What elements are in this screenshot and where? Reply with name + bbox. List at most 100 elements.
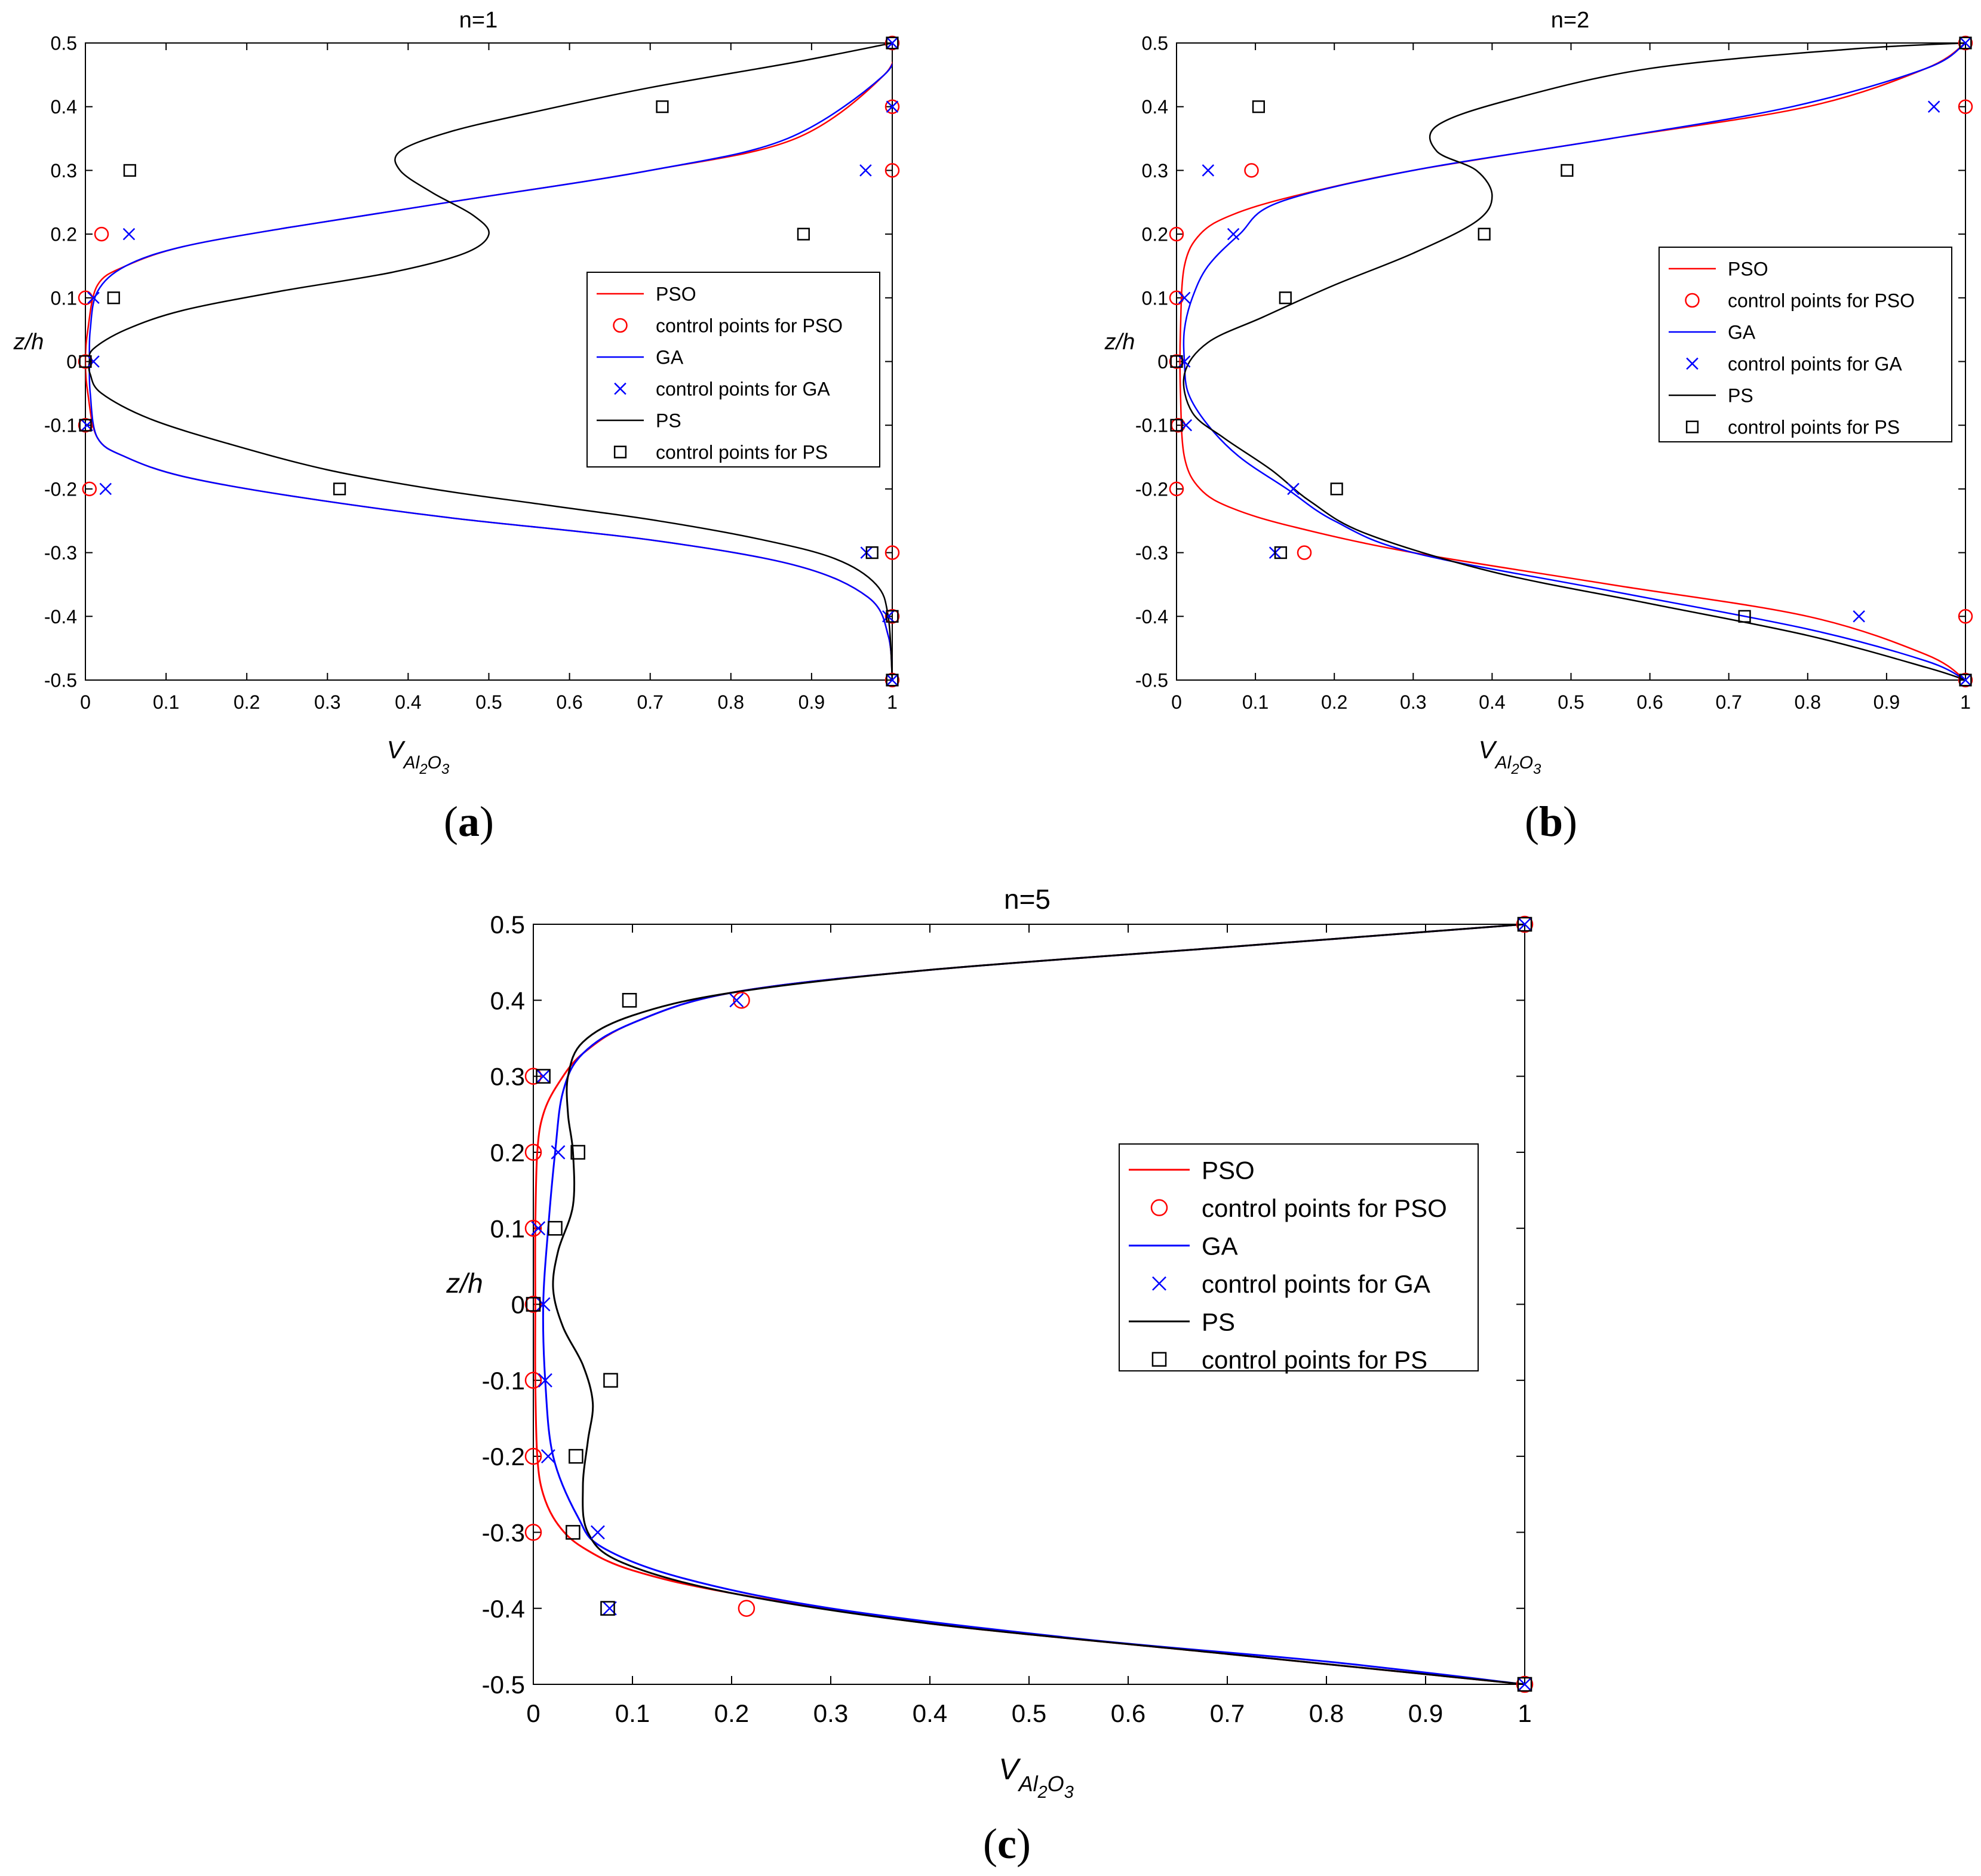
control-point-ps <box>622 993 637 1008</box>
caption-letter: c <box>997 1820 1016 1868</box>
legend-label: PSO <box>1202 1156 1255 1184</box>
x-tick-label: 0.3 <box>1400 691 1426 713</box>
control-point-pso <box>1169 226 1184 242</box>
legend-label: GA <box>656 347 684 368</box>
x-tick-label: 1 <box>887 691 898 713</box>
control-point-ps <box>600 1601 615 1616</box>
control-point-ps <box>886 673 899 687</box>
caption-paren-close: ) <box>1563 798 1577 845</box>
y-tick-label: 0.1 <box>490 1214 525 1243</box>
x-axis-label-part: 2 <box>1037 1783 1048 1802</box>
chart-panel-b: n=2 z/h VAl2O3 0 0.1 0.2 0.3 0.4 0.5 0.6 0.7 0.8… <box>1104 8 1973 845</box>
control-point-ps <box>1330 482 1343 496</box>
series-line-ps <box>552 924 1525 1684</box>
control-point-pso <box>884 35 900 51</box>
x-tick-label: 0.4 <box>913 1699 947 1727</box>
y-tick-label: 0.4 <box>490 986 525 1014</box>
x-axis-label-text: VAl2O3 <box>387 736 450 777</box>
control-point-pso <box>524 1447 542 1465</box>
control-point-pso <box>884 99 900 114</box>
control-point-pso <box>78 417 93 433</box>
control-point-ga <box>87 355 100 368</box>
x-axis-label: VAl2O3 <box>999 1752 1073 1802</box>
legend-label: control points for PS <box>1202 1346 1427 1374</box>
x-tick-label: 0.7 <box>1210 1699 1245 1727</box>
control-point-pso <box>524 1524 542 1541</box>
x-tick-label: 0 <box>80 691 91 713</box>
control-point-pso <box>524 1296 542 1313</box>
control-point-ps <box>1478 227 1491 241</box>
y-tick-label: -0.2 <box>482 1443 525 1471</box>
legend: PSO control points for PSO GA control point… <box>586 272 880 468</box>
legend-label: PS <box>656 410 681 432</box>
x-tick-label: 0.3 <box>813 1699 848 1727</box>
caption-paren-close: ) <box>1016 1820 1031 1868</box>
control-point-pso <box>1516 915 1534 933</box>
x-tick-label: 0.5 <box>1012 1699 1046 1727</box>
control-point-ga <box>886 36 899 50</box>
control-point-ga <box>886 100 899 113</box>
y-tick-label: 0.5 <box>1142 33 1168 54</box>
control-point-pso <box>94 226 109 242</box>
y-tick-label: -0.3 <box>44 542 77 564</box>
plot-area: 0 0.1 0.2 0.3 0.4 0.5 0.6 0.7 0.8 0.9 1 -0.5 -0.4 -0.… <box>44 33 900 713</box>
x-tick-label: 0.9 <box>1408 1699 1443 1727</box>
y-tick-label: 0.4 <box>1142 96 1168 118</box>
control-point-ps <box>107 291 120 305</box>
control-point-ps <box>548 1220 563 1236</box>
control-point-pso <box>1958 672 1973 688</box>
y-axis-label: z/h <box>13 330 44 355</box>
x-axis-label-part: 3 <box>1533 761 1541 777</box>
control-point-ps <box>1170 355 1183 368</box>
x-axis-label: VAl2O3 <box>387 736 450 777</box>
y-tick-label: 0.3 <box>51 160 77 182</box>
control-point-pso <box>1958 609 1973 624</box>
x-axis-label-part: O <box>1048 1772 1064 1796</box>
control-point-pso <box>524 1143 542 1161</box>
legend-label: PSO <box>656 284 696 305</box>
x-tick-label: 0.2 <box>234 691 260 713</box>
control-point-pso <box>884 609 900 624</box>
control-point-ps <box>656 100 669 113</box>
x-tick-label: 0.8 <box>1309 1699 1344 1727</box>
control-point-ps <box>79 419 92 432</box>
control-point-pso <box>1958 99 1973 114</box>
y-tick-label: 0.5 <box>490 911 525 939</box>
x-tick-label: 0.5 <box>1558 691 1584 713</box>
x-axis-label-part: V <box>1479 736 1498 764</box>
x-axis-label-text: VAl2O3 <box>1479 736 1541 777</box>
x-tick-label: 0.6 <box>1111 1699 1145 1727</box>
control-point-ps <box>886 610 899 623</box>
x-axis-label-part: V <box>387 736 406 764</box>
legend-label: control points for PS <box>656 442 828 463</box>
legend-box <box>1119 1143 1479 1371</box>
chart-panel-c: n=5 z/h VAl2O3 0 0.1 0.2 0.3 0.4 0.5 0.6 0.7 0.8… <box>446 884 1534 1868</box>
x-axis-label-part: Al <box>403 753 420 773</box>
y-tick-label: -0.4 <box>1135 606 1168 628</box>
x-tick-label: 0.8 <box>1795 691 1821 713</box>
x-tick-label: 1 <box>1960 691 1971 713</box>
control-point-ga <box>1202 164 1215 177</box>
y-tick-label: 0.2 <box>51 224 77 245</box>
x-axis-label-part: 2 <box>419 761 427 777</box>
legend-label: control points for GA <box>1202 1270 1430 1298</box>
series-line-ps <box>88 43 892 680</box>
x-tick-label: 0.9 <box>1873 691 1900 713</box>
legend-swatch <box>1685 293 1700 308</box>
control-point-ga <box>99 482 112 496</box>
y-tick-label: -0.1 <box>1135 415 1168 436</box>
y-tick-label: 0.2 <box>490 1139 525 1167</box>
control-point-ps <box>1738 610 1751 623</box>
control-point-ps <box>536 1069 551 1084</box>
control-point-pso <box>524 1219 542 1237</box>
control-point-ps <box>1517 917 1532 932</box>
y-tick-label: -0.4 <box>44 606 77 628</box>
plot-area: 0 0.1 0.2 0.3 0.4 0.5 0.6 0.7 0.8 0.9 1 -0.5 -0.4 -0.… <box>482 911 1534 1727</box>
control-point-pso <box>884 672 900 688</box>
y-tick-label: 0 <box>1157 351 1168 373</box>
control-point-ps <box>1517 1677 1532 1692</box>
legend-label: control points for GA <box>1728 353 1902 375</box>
figure-caption: (b) <box>1525 798 1577 845</box>
control-point-ga <box>538 1373 552 1388</box>
x-axis-label: VAl2O3 <box>1479 736 1541 777</box>
